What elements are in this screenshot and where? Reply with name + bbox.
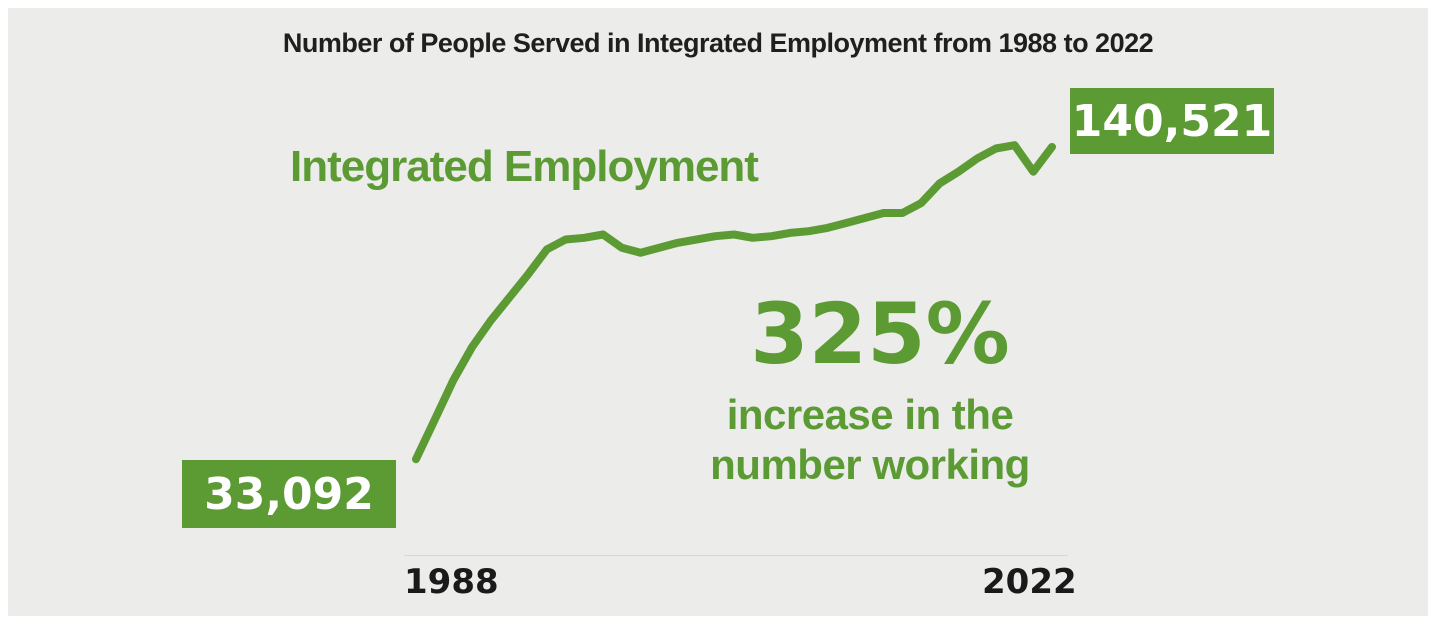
percent-caption: increase in the number working bbox=[710, 391, 1030, 488]
start-value-badge: 33,092 bbox=[182, 460, 396, 528]
x-tick-label-start: 1988 bbox=[404, 562, 499, 602]
end-value-badge: 140,521 bbox=[1070, 88, 1274, 154]
percent-increase: 325% bbox=[750, 285, 1010, 383]
x-tick-label-end: 2022 bbox=[982, 562, 1077, 602]
series-line-integrated-employment bbox=[412, 141, 1056, 464]
chart-title: Number of People Served in Integrated Em… bbox=[282, 28, 1154, 58]
series-label: Integrated Employment bbox=[290, 142, 759, 191]
x-axis-line bbox=[404, 555, 1068, 556]
